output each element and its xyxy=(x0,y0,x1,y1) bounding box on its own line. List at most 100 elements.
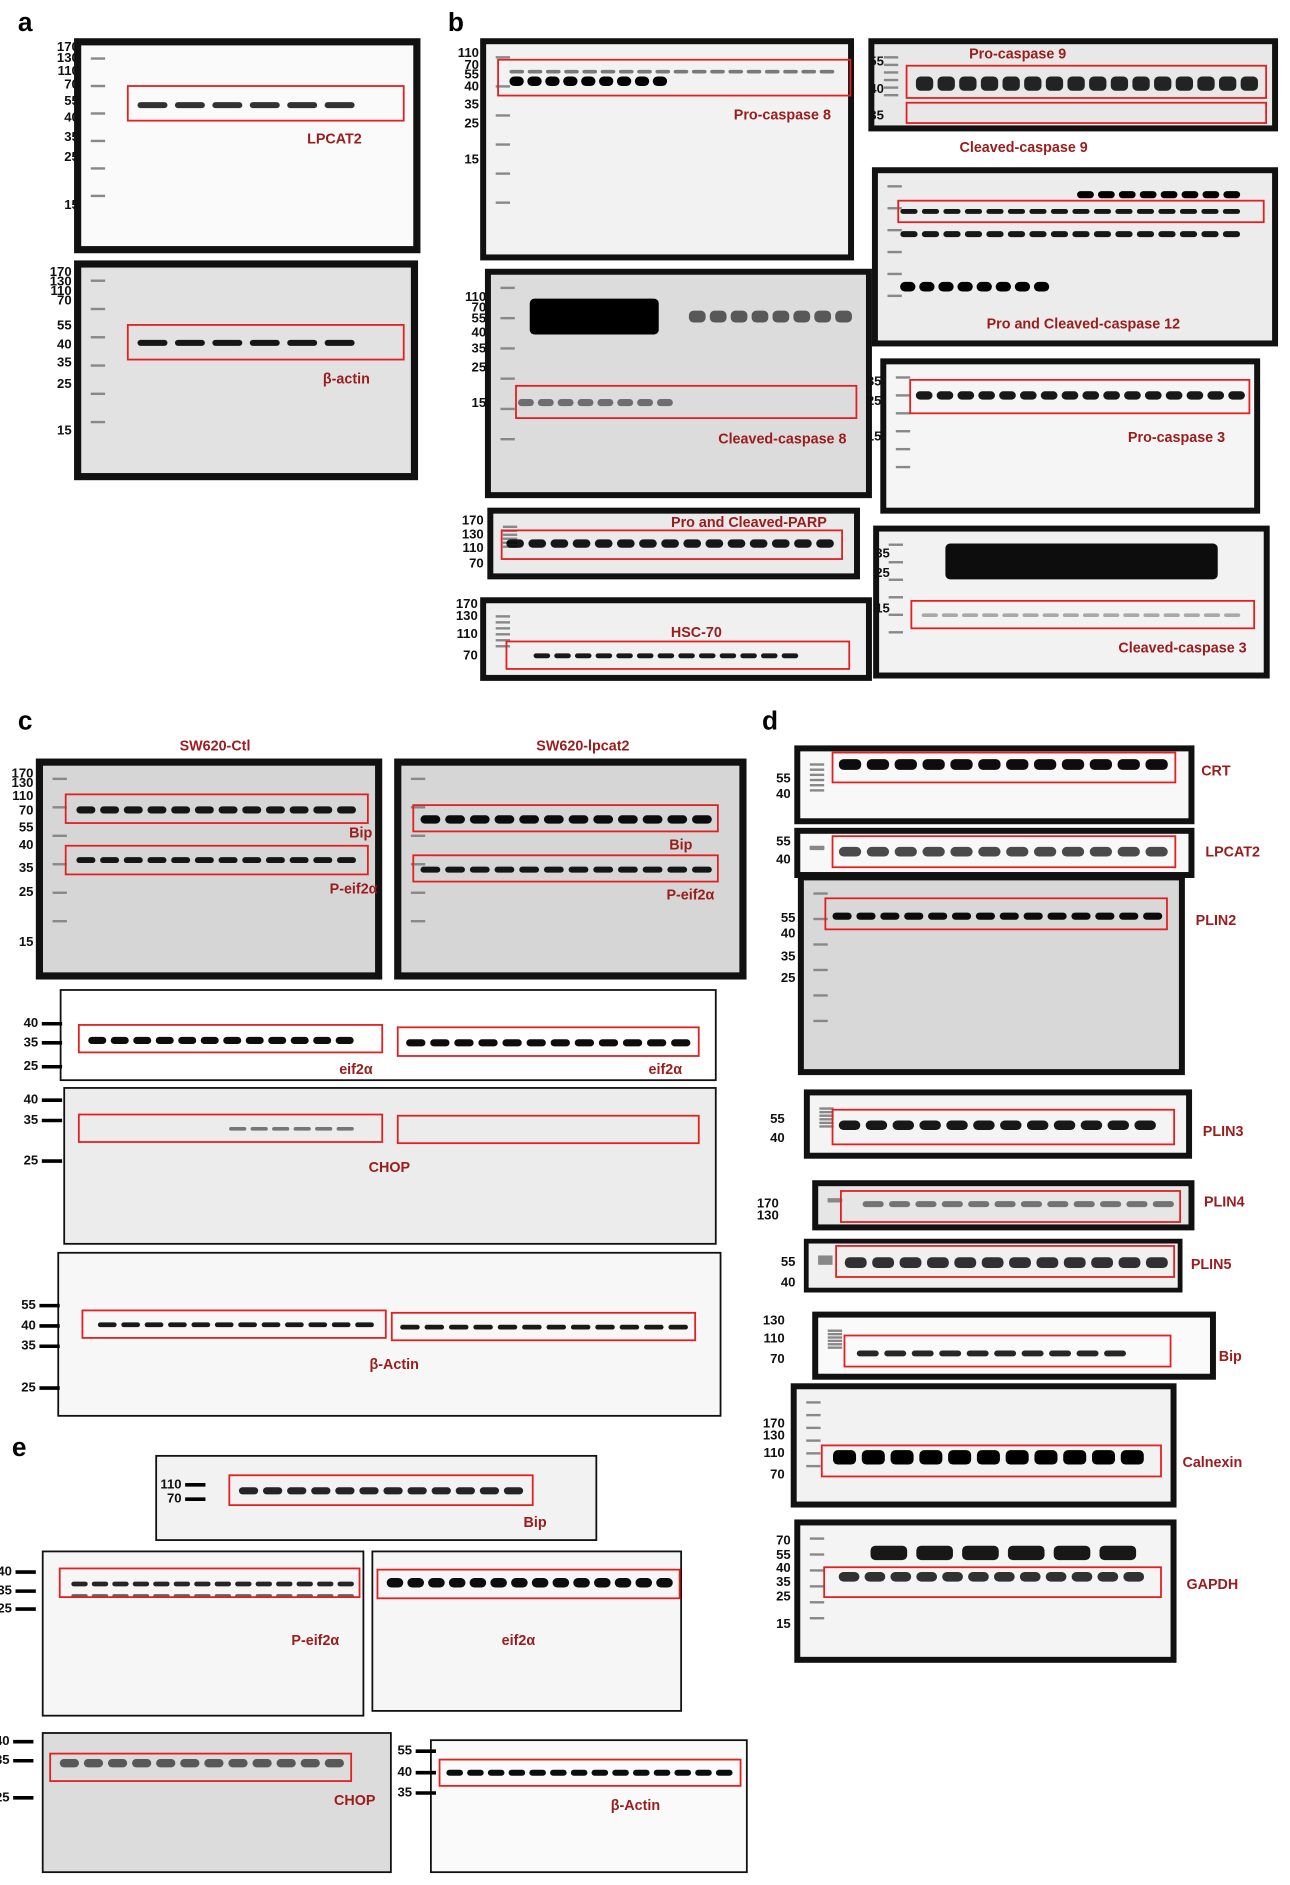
protein-band xyxy=(132,1759,151,1767)
protein-band xyxy=(445,867,465,873)
protein-band xyxy=(872,1257,894,1268)
protein-band xyxy=(968,1572,989,1582)
protein-label: HSC-70 xyxy=(671,625,722,641)
protein-band xyxy=(1223,191,1240,198)
protein-band xyxy=(867,847,889,857)
ladder-band xyxy=(887,295,901,297)
protein-label: LPCAT2 xyxy=(1205,845,1260,861)
marker-label: 25 xyxy=(875,565,890,580)
marker-label: 55 xyxy=(472,310,487,325)
blot: 403525CHOP xyxy=(24,1087,717,1245)
ladder-band xyxy=(500,438,514,440)
protein-label: Bip xyxy=(669,838,692,854)
protein-band xyxy=(1051,231,1068,237)
protein-band xyxy=(595,539,613,547)
protein-band xyxy=(1062,759,1084,770)
ladder-band xyxy=(496,615,510,617)
protein-band xyxy=(1145,847,1167,857)
protein-band xyxy=(511,1578,528,1588)
protein-label: Pro-caspase 3 xyxy=(1128,430,1225,446)
protein-band xyxy=(1006,847,1028,857)
marker-label: 70 xyxy=(770,1467,785,1482)
protein-band xyxy=(1034,759,1056,770)
blot: 5540PLIN5 xyxy=(781,1239,1232,1293)
marker-label: 130 xyxy=(763,1427,785,1442)
protein-band xyxy=(1043,613,1059,617)
marker-label: 55 xyxy=(19,819,34,834)
marker-label: 40 xyxy=(776,1560,791,1575)
marker-label: 40 xyxy=(57,337,72,352)
protein-band xyxy=(528,70,543,74)
ladder-band xyxy=(806,1439,820,1441)
protein-band xyxy=(1204,613,1220,617)
protein-band xyxy=(215,1582,231,1587)
protein-label: P-eif2α xyxy=(291,1633,339,1649)
protein-band xyxy=(1022,1350,1044,1356)
ladder-band xyxy=(810,1601,824,1603)
marker-label: 35 xyxy=(0,1752,10,1767)
protein-band xyxy=(313,857,332,863)
protein-band xyxy=(1024,913,1043,920)
protein-band xyxy=(794,539,812,547)
protein-label: Pro and Cleaved-PARP xyxy=(671,515,827,531)
protein-band xyxy=(593,867,613,873)
protein-band xyxy=(599,76,613,86)
protein-band xyxy=(884,1350,906,1356)
protein-band xyxy=(900,231,917,237)
protein-band xyxy=(121,1322,140,1327)
protein-band xyxy=(839,847,861,857)
protein-band xyxy=(1115,231,1132,237)
panel: a170130110705540352515LPCAT2170130110705… xyxy=(18,7,421,480)
marker-label: 25 xyxy=(464,116,479,131)
protein-band xyxy=(495,867,515,873)
marker-label: 40 xyxy=(24,1015,39,1030)
marker-label: 25 xyxy=(0,1789,10,1804)
protein-band xyxy=(290,857,309,863)
protein-band xyxy=(689,311,706,323)
protein-band xyxy=(1062,847,1084,857)
protein-band xyxy=(895,759,917,770)
marker-label: 55 xyxy=(64,93,79,108)
protein-band xyxy=(782,653,799,658)
marker-label: 35 xyxy=(397,1784,412,1799)
protein-band xyxy=(480,1487,499,1494)
marker-label: 35 xyxy=(24,1034,39,1049)
blot: 554035β-Actin xyxy=(397,1739,747,1873)
ladder-band xyxy=(896,412,910,414)
marker-label: 25 xyxy=(19,884,34,899)
protein-band xyxy=(615,1578,632,1588)
protein-band xyxy=(692,815,712,823)
protein-band xyxy=(563,76,577,86)
protein-band xyxy=(1089,76,1106,90)
protein-band xyxy=(546,70,561,74)
protein-band xyxy=(942,1572,963,1582)
ladder-band xyxy=(91,308,105,310)
protein-band xyxy=(470,867,490,873)
marker-label: 35 xyxy=(57,355,72,370)
marker-label: 35 xyxy=(867,374,882,389)
protein-band xyxy=(637,653,654,658)
marker-label: 40 xyxy=(64,110,79,125)
protein-band xyxy=(156,1037,174,1044)
protein-band xyxy=(938,282,953,292)
protein-band xyxy=(1072,209,1089,214)
ladder-band xyxy=(503,526,517,528)
protein-band xyxy=(643,867,663,873)
protein-band xyxy=(100,806,119,813)
marker-label: 40 xyxy=(464,79,479,94)
ladder-band xyxy=(828,1330,842,1332)
marker-label: 110 xyxy=(764,1331,785,1346)
marker-label: 40 xyxy=(781,1274,796,1289)
ladder-band xyxy=(810,848,824,850)
protein-band xyxy=(1020,1572,1041,1582)
protein-band xyxy=(1219,76,1236,90)
protein-band xyxy=(76,806,95,813)
ladder-band xyxy=(91,167,105,169)
protein-band xyxy=(692,70,707,74)
ladder-band xyxy=(810,774,824,776)
ladder-band xyxy=(411,920,425,922)
protein-label: Bip xyxy=(1219,1349,1242,1365)
protein-band xyxy=(266,806,285,813)
protein-band xyxy=(317,1582,333,1587)
protein-band xyxy=(617,539,635,547)
